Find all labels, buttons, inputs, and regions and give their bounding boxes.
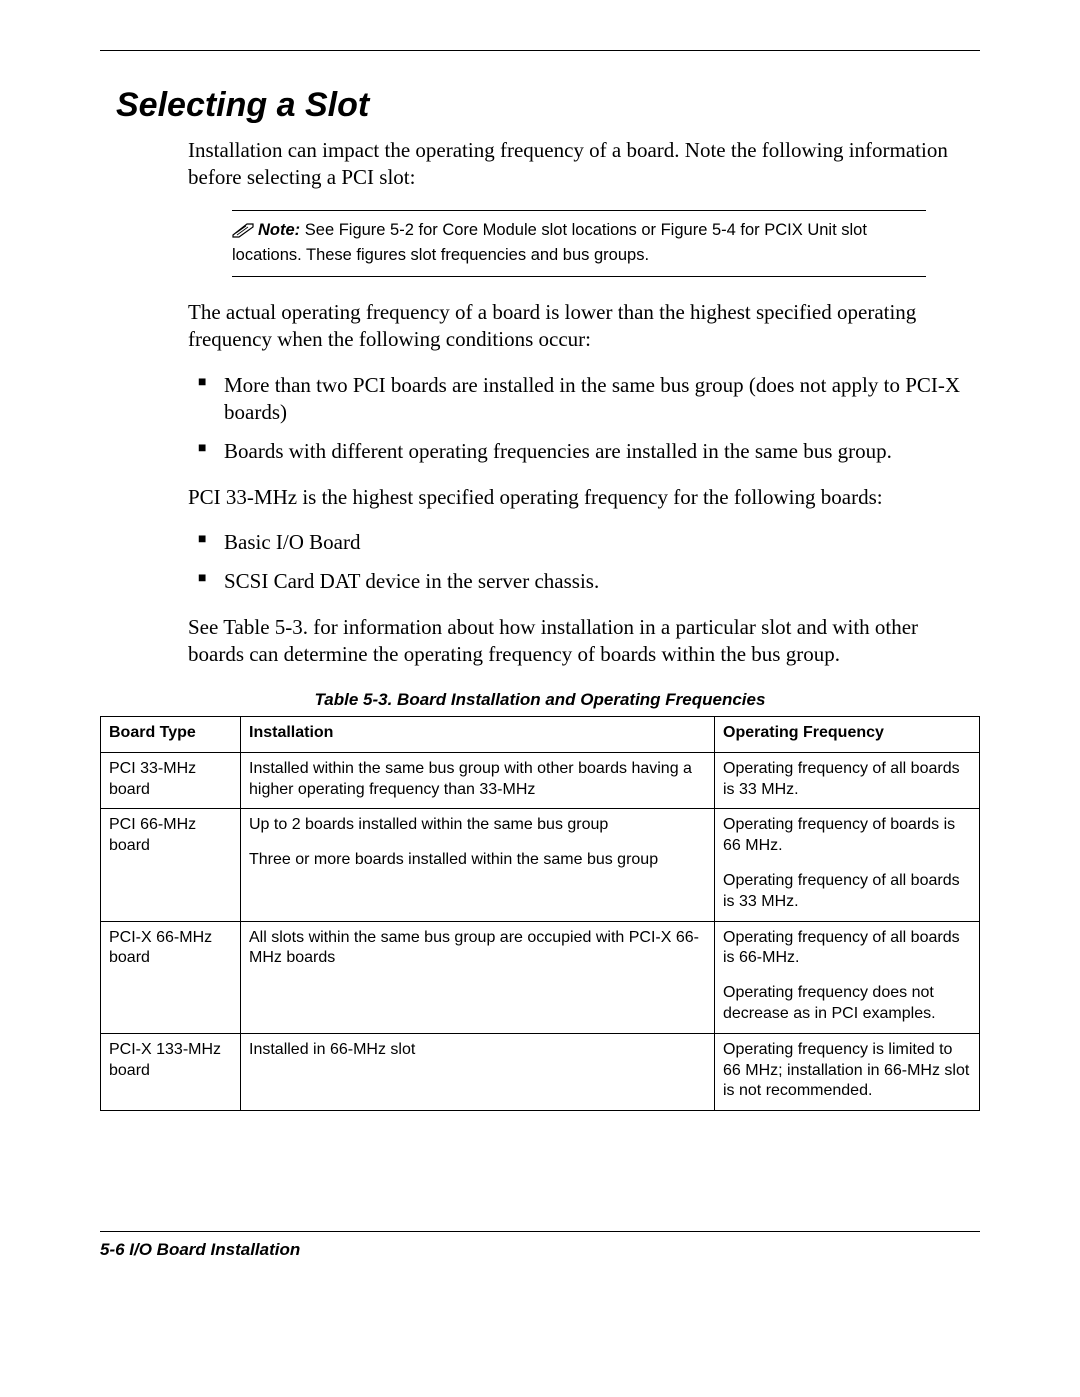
cell-install: Installed within the same bus group with… [241, 752, 715, 809]
table-row: PCI 33-MHz board Installed within the sa… [101, 752, 980, 809]
bullet-list-2: Basic I/O Board SCSI Card DAT device in … [188, 529, 970, 596]
cell-boardtype: PCI-X 66-MHz board [101, 921, 241, 1033]
col-header-boardtype: Board Type [101, 717, 241, 753]
cell-install: Up to 2 boards installed within the same… [241, 809, 715, 921]
top-rule [100, 50, 980, 51]
cell-text: Three or more boards installed within th… [249, 850, 706, 871]
cell-freq: Operating frequency of all boards is 66-… [715, 921, 980, 1033]
list-item: Boards with different operating frequenc… [188, 438, 970, 465]
page: Selecting a Slot Installation can impact… [0, 0, 1080, 1300]
intro-paragraph: Installation can impact the operating fr… [188, 137, 970, 192]
note-block: Note: See Figure 5-2 for Core Module slo… [232, 210, 926, 278]
list-item: Basic I/O Board [188, 529, 970, 556]
cell-text: Operating frequency of all boards is 33 … [723, 759, 971, 801]
table-row: PCI-X 66-MHz board All slots within the … [101, 921, 980, 1033]
cell-boardtype: PCI-X 133-MHz board [101, 1033, 241, 1110]
col-header-installation: Installation [241, 717, 715, 753]
cell-freq: Operating frequency is limited to 66 MHz… [715, 1033, 980, 1110]
note-label: Note: [258, 221, 300, 239]
footer-text: 5-6 I/O Board Installation [100, 1240, 300, 1259]
cell-text: Up to 2 boards installed within the same… [249, 815, 706, 836]
cell-text: Installed in 66-MHz slot [249, 1040, 706, 1061]
body-content: Installation can impact the operating fr… [188, 137, 970, 668]
frequency-table: Board Type Installation Operating Freque… [100, 716, 980, 1111]
cell-text: Operating frequency of all boards is 33 … [723, 871, 971, 913]
footer-rule: 5-6 I/O Board Installation [100, 1231, 980, 1260]
cell-install: All slots within the same bus group are … [241, 921, 715, 1033]
cell-boardtype: PCI 66-MHz board [101, 809, 241, 921]
cell-install: Installed in 66-MHz slot [241, 1033, 715, 1110]
cell-text: Operating frequency of all boards is 66-… [723, 928, 971, 970]
cell-freq: Operating frequency of boards is 66 MHz.… [715, 809, 980, 921]
page-heading: Selecting a Slot [116, 86, 980, 125]
cell-text: Operating frequency is limited to 66 MHz… [723, 1040, 971, 1102]
table-header-row: Board Type Installation Operating Freque… [101, 717, 980, 753]
cell-boardtype: PCI 33-MHz board [101, 752, 241, 809]
paragraph-after-bullets1: PCI 33-MHz is the highest specified oper… [188, 484, 970, 511]
bullet-list-1: More than two PCI boards are installed i… [188, 372, 970, 466]
note-text: See Figure 5-2 for Core Module slot loca… [232, 221, 867, 264]
cell-text: Operating frequency does not decrease as… [723, 983, 971, 1025]
table-row: PCI 66-MHz board Up to 2 boards installe… [101, 809, 980, 921]
note-icon [232, 222, 254, 244]
table-caption: Table 5-3. Board Installation and Operat… [100, 690, 980, 710]
cell-freq: Operating frequency of all boards is 33 … [715, 752, 980, 809]
col-header-frequency: Operating Frequency [715, 717, 980, 753]
cell-text: Installed within the same bus group with… [249, 759, 706, 801]
paragraph-after-bullets2: See Table 5-3. for information about how… [188, 614, 970, 669]
table-row: PCI-X 133-MHz board Installed in 66-MHz … [101, 1033, 980, 1110]
cell-text: Operating frequency of boards is 66 MHz. [723, 815, 971, 857]
cell-text: All slots within the same bus group are … [249, 928, 706, 970]
paragraph-after-note: The actual operating frequency of a boar… [188, 299, 970, 354]
list-item: SCSI Card DAT device in the server chass… [188, 568, 970, 595]
list-item: More than two PCI boards are installed i… [188, 372, 970, 427]
